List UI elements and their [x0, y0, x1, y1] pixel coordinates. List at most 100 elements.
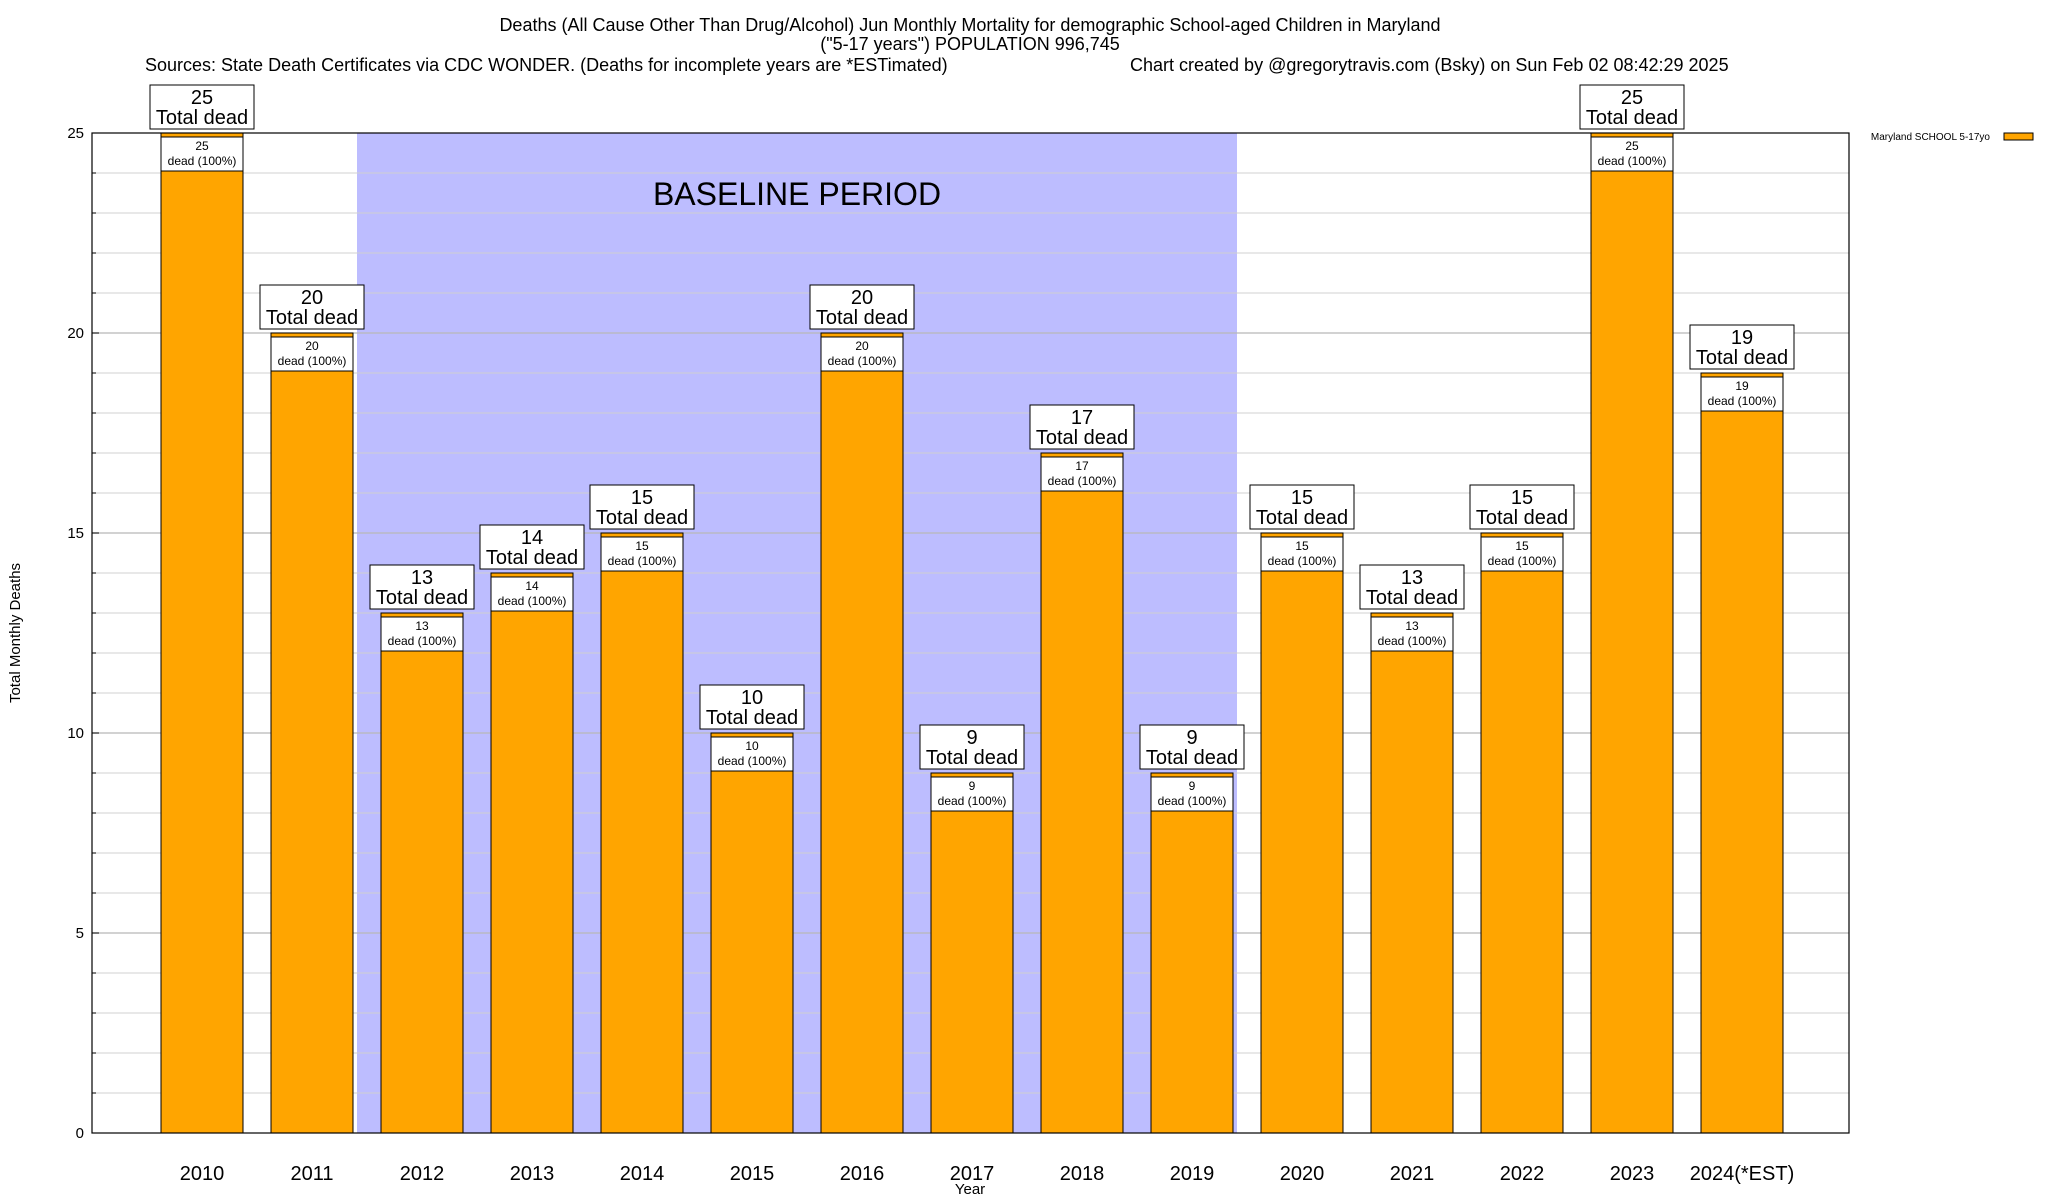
bar-total-label-box — [1689, 324, 1795, 370]
bar-inner-value: 15 — [1515, 539, 1529, 553]
y-tick-label: 15 — [67, 525, 84, 542]
bar-inner-value: 20 — [855, 339, 869, 353]
x-tick-label: 2024(*EST) — [1690, 1163, 1795, 1185]
legend: Maryland SCHOOL 5-17yo — [1871, 132, 2034, 143]
bar-inner-label-box — [1150, 776, 1234, 812]
bars — [160, 132, 1784, 1134]
x-axis-label: Year — [955, 1181, 985, 1198]
bar-total-label-box — [1139, 724, 1245, 770]
bar — [1590, 132, 1674, 1134]
x-tick-label: 2019 — [1170, 1163, 1215, 1185]
bar-inner-label-box — [380, 616, 464, 652]
bar-total-label-box — [479, 524, 585, 570]
x-tick-label: 2011 — [290, 1163, 333, 1185]
x-tick-label: 2023 — [1610, 1163, 1655, 1185]
bar-total-label-box — [1579, 84, 1685, 130]
bar-inner-percent: dead (100%) — [718, 754, 787, 768]
bar-inner-label-box — [270, 336, 354, 372]
bar-total-caption: Total dead — [1586, 107, 1678, 129]
x-tick-label: 2017 — [950, 1163, 995, 1185]
bar-total-label-box — [699, 684, 805, 730]
bar-inner-value: 17 — [1075, 459, 1089, 473]
y-axis-ticks: 0 5 10 15 20 25 — [67, 125, 99, 1142]
baseline-label: BASELINE PERIOD — [653, 176, 941, 212]
bar-inner-value: 19 — [1735, 379, 1749, 393]
bar — [1040, 452, 1124, 1134]
bar-total-caption: Total dead — [816, 307, 908, 329]
bar-inner-percent: dead (100%) — [278, 354, 347, 368]
bar — [1700, 372, 1784, 1134]
x-tick-label: 2010 — [180, 1163, 225, 1185]
bar-inner-label-box — [1590, 136, 1674, 172]
bar-inner-percent: dead (100%) — [828, 354, 897, 368]
bar-inner-value: 20 — [305, 339, 319, 353]
bar-inner-percent: dead (100%) — [1378, 634, 1447, 648]
plot-frame — [91, 132, 1850, 1134]
chart-title-line1: Deaths (All Cause Other Than Drug/Alcoho… — [499, 15, 1440, 35]
bar — [380, 612, 464, 1134]
bar-total-caption: Total dead — [596, 507, 688, 529]
bar — [160, 132, 244, 1134]
bar-total-value: 15 — [631, 487, 653, 509]
bar-total-caption: Total dead — [1696, 347, 1788, 369]
bar-inner-value: 13 — [1405, 619, 1419, 633]
bar-total-caption: Total dead — [1256, 507, 1348, 529]
bar — [600, 532, 684, 1134]
y-axis-label: Total Monthly Deaths — [7, 563, 24, 703]
bar-inner-label-box — [820, 336, 904, 372]
y-tick-label: 20 — [67, 325, 84, 342]
bar-inner-percent: dead (100%) — [1048, 474, 1117, 488]
bar-inner-value: 15 — [1295, 539, 1309, 553]
x-tick-label: 2018 — [1060, 1163, 1105, 1185]
bar-total-label-box — [259, 284, 365, 330]
bar-inner-value: 9 — [1189, 779, 1196, 793]
bar — [490, 572, 574, 1134]
bar-inner-percent: dead (100%) — [498, 594, 567, 608]
bar-inner-label-box — [1700, 376, 1784, 412]
bar — [930, 772, 1014, 1134]
bar — [1150, 772, 1234, 1134]
bar-total-value: 9 — [1186, 727, 1197, 749]
bar-total-value: 20 — [301, 287, 323, 309]
x-tick-label: 2015 — [730, 1163, 775, 1185]
bar-total-label-box — [1029, 404, 1135, 450]
bar-total-caption: Total dead — [926, 747, 1018, 769]
bar-inner-percent: dead (100%) — [608, 554, 677, 568]
bar-total-value: 20 — [851, 287, 873, 309]
bar-total-caption: Total dead — [486, 547, 578, 569]
bar-inner-percent: dead (100%) — [1158, 794, 1227, 808]
bar-total-caption: Total dead — [156, 107, 248, 129]
bar-inner-label-box — [490, 576, 574, 612]
bar-total-label-box — [1469, 484, 1575, 530]
bar-inner-value: 25 — [1625, 139, 1639, 153]
bar — [270, 332, 354, 1134]
y-tick-label: 25 — [67, 125, 84, 142]
bar-total-label-box — [809, 284, 915, 330]
x-axis-ticks: 2010 2011 2012 2013 2014 2015 2016 2017 2018 2019… — [180, 1163, 1795, 1185]
bar-inner-percent: dead (100%) — [938, 794, 1007, 808]
bar-total-value: 9 — [966, 727, 977, 749]
bar-inner-percent: dead (100%) — [1598, 154, 1667, 168]
bar-inner-label-box — [160, 136, 244, 172]
y-tick-label: 10 — [67, 725, 84, 742]
bar-inner-label-box — [1480, 536, 1564, 572]
bar-inner-value: 9 — [969, 779, 976, 793]
bar-total-caption: Total dead — [266, 307, 358, 329]
bar-total-caption: Total dead — [376, 587, 468, 609]
x-tick-label: 2020 — [1280, 1163, 1325, 1185]
y-tick-label: 5 — [76, 925, 84, 942]
bar-inner-value: 10 — [745, 739, 759, 753]
bar-inner-label-box — [600, 536, 684, 572]
x-tick-label: 2016 — [840, 1163, 885, 1185]
legend-label: Maryland SCHOOL 5-17yo — [1871, 132, 1991, 143]
bar-total-value: 15 — [1511, 487, 1533, 509]
bar — [1370, 612, 1454, 1134]
bar-inner-label-box — [710, 736, 794, 772]
bar — [710, 732, 794, 1134]
bar-total-value: 14 — [521, 527, 543, 549]
bar-total-caption: Total dead — [1146, 747, 1238, 769]
bar-total-label-box — [919, 724, 1025, 770]
x-tick-label: 2021 — [1390, 1163, 1435, 1185]
